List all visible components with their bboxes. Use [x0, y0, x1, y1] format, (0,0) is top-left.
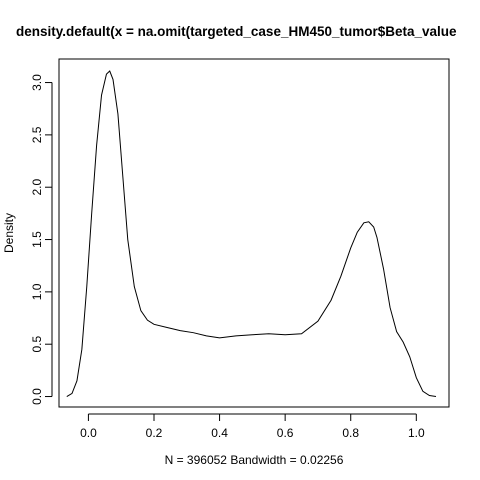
y-tick-label: 0.0	[30, 388, 44, 405]
y-axis-label: Density	[2, 213, 16, 253]
plot-frame	[58, 58, 450, 408]
y-tick-label: 2.0	[30, 179, 44, 196]
chart-title: density.default(x = na.omit(targeted_cas…	[16, 24, 457, 39]
x-tick-label: 1.0	[408, 426, 425, 440]
y-tick-label: 2.5	[30, 126, 44, 143]
y-tick-label: 3.0	[30, 74, 44, 91]
x-axis: 0.0 0.2 0.4 0.6 0.8 1.0	[80, 413, 425, 440]
y-tick-label: 1.5	[30, 231, 44, 248]
x-tick-label: 0.6	[277, 426, 294, 440]
y-tick-label: 0.5	[30, 336, 44, 353]
x-axis-label: N = 396052 Bandwidth = 0.02256	[165, 453, 344, 467]
x-tick-label: 0.4	[211, 426, 228, 440]
x-tick-label: 0.8	[342, 426, 359, 440]
y-tick-label: 1.0	[30, 283, 44, 300]
density-curve	[66, 70, 437, 398]
y-axis: 0.0 0.5 1.0 1.5 2.0 2.5 3.0	[30, 74, 53, 405]
x-tick-label: 0.2	[146, 426, 163, 440]
x-tick-label: 0.0	[80, 426, 97, 440]
